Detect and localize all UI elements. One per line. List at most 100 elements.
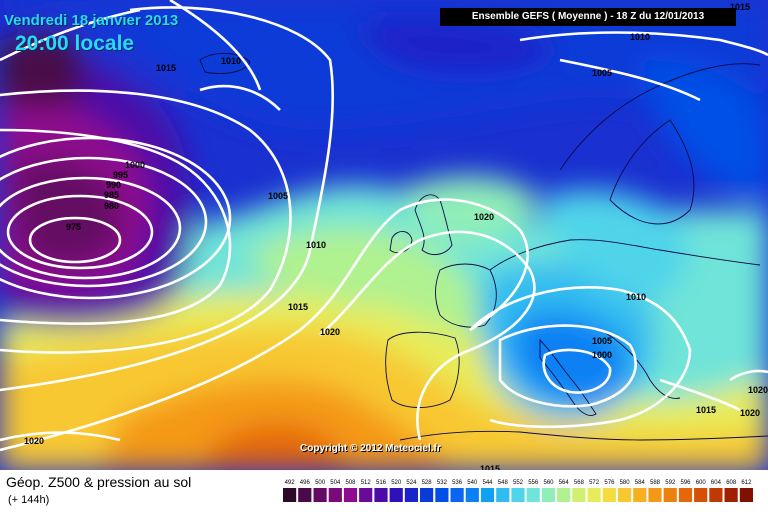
coast-italy <box>539 338 597 416</box>
coast-france <box>435 263 497 328</box>
isobar-label: 1010 <box>630 32 650 42</box>
legend-label: 500 <box>315 480 326 486</box>
legend-swatch <box>496 488 510 502</box>
color-scale-legend: 492 496 500 504 508 512 516 520 524 528 532 536 540 5… <box>283 480 753 502</box>
legend-swatch <box>587 488 601 502</box>
legend-swatch <box>480 488 495 502</box>
legend-label: 608 <box>726 480 737 486</box>
isobar-label: 1020 <box>320 327 340 337</box>
chart-title: Géop. Z500 & pression au sol <box>6 474 192 490</box>
isobar-label: 975 <box>66 222 81 232</box>
legend-label: 552 <box>513 480 524 486</box>
isobar-1000-west <box>0 128 232 325</box>
legend-swatch <box>739 488 753 502</box>
isobar-1015-main <box>0 198 529 452</box>
legend-label: 492 <box>285 480 296 486</box>
legend-swatch <box>678 488 693 502</box>
legend-label: 600 <box>696 480 707 486</box>
legend-label: 528 <box>422 480 433 486</box>
legend-label: 612 <box>741 480 752 486</box>
legend-swatch <box>557 488 571 502</box>
legend-swatch <box>724 488 738 502</box>
coast-north-africa <box>399 430 768 441</box>
isobar-labels: 1015 1010 1010 1005 1000 995 990 985 980… <box>24 2 768 470</box>
legend-label: 544 <box>482 480 493 486</box>
isobar-1005-east <box>498 324 637 408</box>
legend-label: 596 <box>680 480 691 486</box>
legend-swatches <box>283 488 753 502</box>
geopotential-field <box>0 0 768 470</box>
isobar-980 <box>6 194 154 270</box>
legend-label: 548 <box>498 480 509 486</box>
legend-label: 592 <box>665 480 676 486</box>
legend-swatch <box>298 488 312 502</box>
legend-label: 576 <box>604 480 615 486</box>
legend-label: 556 <box>528 480 539 486</box>
isobar-975 <box>28 216 122 264</box>
isobar-label: 980 <box>104 201 119 211</box>
legend-label: 580 <box>620 480 631 486</box>
isobar-label: 1005 <box>592 336 612 346</box>
legend-swatch <box>526 488 540 502</box>
isobar-label: 1005 <box>268 191 288 201</box>
legend-swatch <box>618 488 632 502</box>
coast-norway <box>559 63 761 171</box>
isobar-1010-north <box>199 84 281 111</box>
legend-labels: 492 496 500 504 508 512 516 520 524 528 532 536 540 5… <box>285 480 752 486</box>
legend-label: 568 <box>574 480 585 486</box>
legend-swatch <box>648 488 662 502</box>
legend-swatch <box>602 488 616 502</box>
legend-label: 504 <box>330 480 341 486</box>
weather-map: 1015 1010 1010 1005 1000 995 990 985 980… <box>0 0 768 470</box>
isobar-1000-east <box>542 348 612 394</box>
coast-iceland <box>199 53 251 74</box>
forecast-lead-time: (+ 144h) <box>8 494 50 506</box>
isobar-label: 1010 <box>306 240 326 250</box>
isobar-label: 1020 <box>474 212 494 222</box>
legend-label: 512 <box>361 480 372 486</box>
legend-swatch <box>343 488 358 502</box>
legend-label: 524 <box>406 480 417 486</box>
legend-label: 516 <box>376 480 387 486</box>
isobar-1020-south <box>0 431 121 442</box>
isobar-label: 1020 <box>748 385 768 395</box>
legend-swatch <box>465 488 479 502</box>
legend-label: 584 <box>635 480 646 486</box>
legend-label: 508 <box>345 480 356 486</box>
coast-iberia <box>385 331 460 408</box>
model-run-title: Ensemble GEFS ( Moyenne ) - 18 Z du 12/0… <box>440 8 736 26</box>
legend-swatch <box>359 488 373 502</box>
legend-label: 520 <box>391 480 402 486</box>
coast-ireland <box>389 231 413 254</box>
isobar-label: 1020 <box>24 436 44 446</box>
isobar-990 <box>0 156 208 288</box>
legend-swatch <box>633 488 647 502</box>
isobar-label: 1015 <box>480 464 500 470</box>
legend-swatch <box>374 488 388 502</box>
isobar-label: 990 <box>106 180 121 190</box>
coast-balkans <box>599 329 681 399</box>
legend-label: 540 <box>467 480 478 486</box>
legend-swatch <box>694 488 708 502</box>
isobar-1010-west <box>0 6 334 392</box>
legend-swatch <box>435 488 449 502</box>
legend-label: 536 <box>452 480 463 486</box>
legend-swatch <box>313 488 327 502</box>
isobar-1005-west <box>0 89 292 354</box>
isobar-label: 1015 <box>696 405 716 415</box>
legend-label: 588 <box>650 480 661 486</box>
isobar-label: 1015 <box>730 2 750 12</box>
isobar-1015-west <box>0 0 262 91</box>
legend-label: 604 <box>711 480 722 486</box>
isobar-label: 985 <box>104 190 119 200</box>
legend-label: 564 <box>559 480 570 486</box>
isobar-1020-east <box>729 369 768 382</box>
isobar-label: 1010 <box>626 292 646 302</box>
isobar-1005-northeast <box>559 58 701 102</box>
legend-swatch <box>511 488 525 502</box>
isobar-995 <box>0 136 232 300</box>
legend-swatch <box>572 488 586 502</box>
isobar-label: 1015 <box>288 302 308 312</box>
isobar-label: 1020 <box>740 408 760 418</box>
